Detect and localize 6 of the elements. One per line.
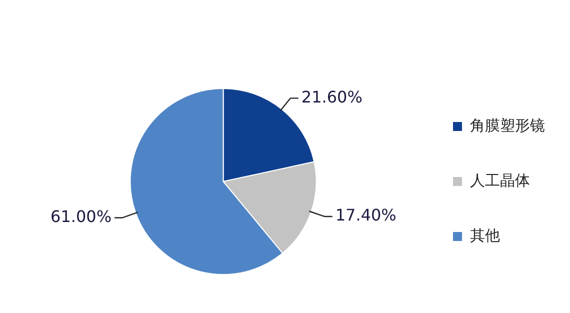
legend-label: 人工晶体 — [470, 171, 530, 190]
legend-label: 角膜塑形镜 — [470, 116, 545, 134]
data-label: 21.60% — [301, 87, 362, 106]
data-label: 61.00% — [50, 206, 112, 226]
data-label: 17.40% — [335, 206, 396, 225]
legend-label: 其他 — [470, 226, 500, 244]
